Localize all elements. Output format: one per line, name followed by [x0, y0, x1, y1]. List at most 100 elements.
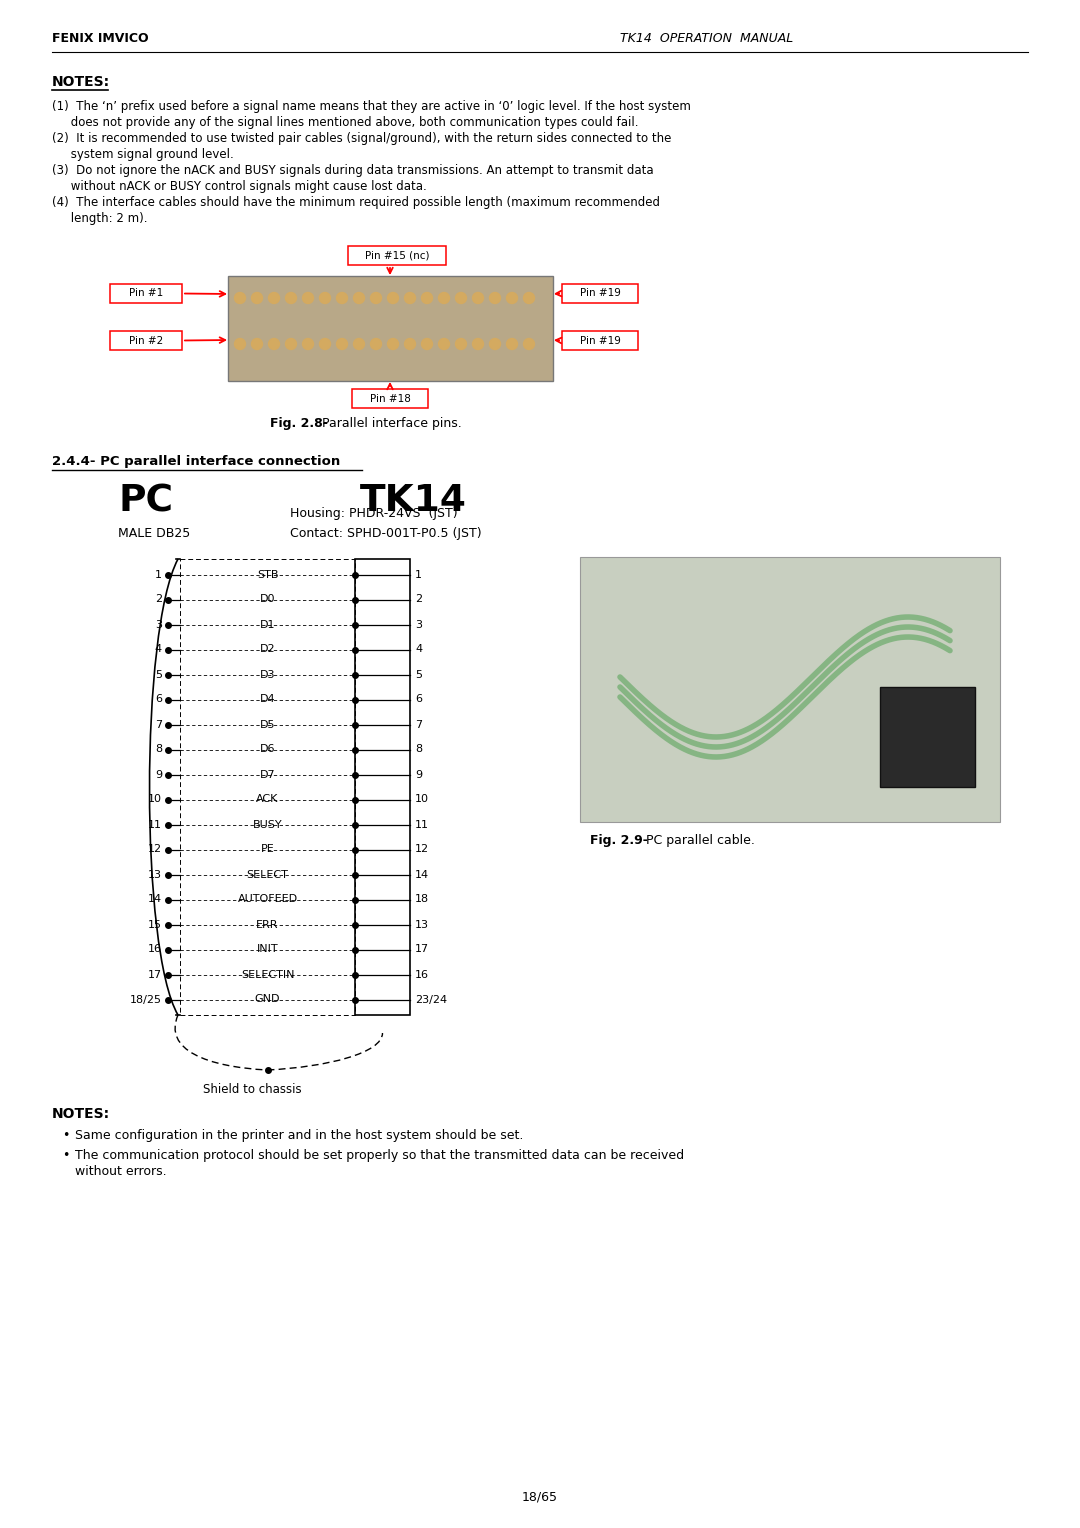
Bar — [562, 332, 638, 350]
Text: (1)  The ‘n’ prefix used before a signal name means that they are active in ‘0’ : (1) The ‘n’ prefix used before a signal … — [52, 99, 691, 113]
Circle shape — [473, 292, 484, 304]
Text: Parallel interface pins.: Parallel interface pins. — [318, 417, 462, 429]
Text: does not provide any of the signal lines mentioned above, both communication typ: does not provide any of the signal lines… — [52, 116, 638, 128]
Circle shape — [320, 292, 330, 304]
Circle shape — [285, 292, 297, 304]
Text: 1: 1 — [415, 570, 422, 579]
Text: D7: D7 — [259, 770, 275, 779]
Circle shape — [370, 292, 381, 304]
Text: D0: D0 — [260, 594, 275, 605]
Text: 18: 18 — [415, 894, 429, 905]
Text: (4)  The interface cables should have the minimum required possible length (maxi: (4) The interface cables should have the… — [52, 196, 660, 209]
Text: Pin #19: Pin #19 — [580, 289, 620, 298]
Text: TK14: TK14 — [360, 483, 467, 520]
Text: 17: 17 — [148, 969, 162, 979]
Text: 15: 15 — [148, 920, 162, 929]
Circle shape — [438, 339, 449, 350]
Circle shape — [337, 292, 348, 304]
Circle shape — [252, 339, 262, 350]
Circle shape — [337, 339, 348, 350]
Text: 3: 3 — [156, 619, 162, 630]
Circle shape — [302, 339, 313, 350]
Bar — [180, 559, 355, 1015]
Text: 2: 2 — [415, 594, 422, 605]
Text: 6: 6 — [156, 695, 162, 704]
Text: D3: D3 — [260, 669, 275, 680]
Text: 14: 14 — [415, 869, 429, 880]
Circle shape — [405, 339, 416, 350]
Text: 2.4.4- PC parallel interface connection: 2.4.4- PC parallel interface connection — [52, 455, 340, 468]
Text: 18/25: 18/25 — [130, 995, 162, 1004]
Text: 4: 4 — [415, 645, 422, 654]
Text: 8: 8 — [415, 744, 422, 755]
Text: without errors.: without errors. — [75, 1164, 166, 1178]
Text: (3)  Do not ignore the nACK and BUSY signals during data transmissions. An attem: (3) Do not ignore the nACK and BUSY sign… — [52, 163, 653, 177]
Text: SELECT: SELECT — [246, 869, 288, 880]
Text: 7: 7 — [154, 720, 162, 729]
Text: GND: GND — [255, 995, 280, 1004]
Text: 5: 5 — [156, 669, 162, 680]
Circle shape — [405, 292, 416, 304]
Text: NOTES:: NOTES: — [52, 1106, 110, 1122]
Text: 8: 8 — [154, 744, 162, 755]
Text: 9: 9 — [154, 770, 162, 779]
Text: FENIX IMVICO: FENIX IMVICO — [52, 32, 149, 44]
Text: 1: 1 — [156, 570, 162, 579]
Text: Pin #18: Pin #18 — [369, 394, 410, 403]
Circle shape — [269, 292, 280, 304]
Text: D6: D6 — [260, 744, 275, 755]
Circle shape — [370, 339, 381, 350]
Text: 10: 10 — [148, 795, 162, 805]
Text: 23/24: 23/24 — [415, 995, 447, 1004]
Text: Pin #19: Pin #19 — [580, 336, 620, 345]
Text: PE: PE — [260, 845, 274, 854]
Text: (2)  It is recommended to use twisted pair cables (signal/ground), with the retu: (2) It is recommended to use twisted pai… — [52, 131, 672, 145]
Circle shape — [353, 292, 365, 304]
Text: 6: 6 — [415, 695, 422, 704]
Text: SELECTIN: SELECTIN — [241, 969, 294, 979]
Text: Fig. 2.9-: Fig. 2.9- — [590, 834, 648, 847]
Text: INIT: INIT — [257, 944, 279, 955]
Circle shape — [421, 292, 432, 304]
Text: STB: STB — [257, 570, 279, 579]
Text: 13: 13 — [415, 920, 429, 929]
Circle shape — [524, 292, 535, 304]
Text: 10: 10 — [415, 795, 429, 805]
Bar — [880, 688, 975, 787]
Bar — [228, 277, 553, 380]
Text: 2: 2 — [154, 594, 162, 605]
Text: D5: D5 — [260, 720, 275, 729]
Bar — [110, 332, 183, 350]
Bar — [110, 284, 183, 303]
Text: 17: 17 — [415, 944, 429, 955]
Circle shape — [285, 339, 297, 350]
Text: 16: 16 — [148, 944, 162, 955]
Circle shape — [489, 339, 500, 350]
Circle shape — [456, 339, 467, 350]
Text: TK14  OPERATION  MANUAL: TK14 OPERATION MANUAL — [620, 32, 793, 44]
Text: without nACK or BUSY control signals might cause lost data.: without nACK or BUSY control signals mig… — [52, 180, 427, 193]
Text: 18/65: 18/65 — [522, 1490, 558, 1504]
Bar — [562, 284, 638, 303]
Bar — [352, 390, 428, 408]
Circle shape — [524, 339, 535, 350]
Text: Shield to chassis: Shield to chassis — [203, 1083, 301, 1096]
Text: Same configuration in the printer and in the host system should be set.: Same configuration in the printer and in… — [75, 1129, 524, 1141]
Text: Pin #15 (nc): Pin #15 (nc) — [365, 251, 429, 260]
Circle shape — [438, 292, 449, 304]
Text: Fig. 2.8-: Fig. 2.8- — [270, 417, 328, 429]
Circle shape — [269, 339, 280, 350]
Text: •: • — [62, 1149, 69, 1161]
Text: Contact: SPHD-001T-P0.5 (JST): Contact: SPHD-001T-P0.5 (JST) — [291, 527, 482, 539]
Bar — [348, 246, 446, 264]
Text: D4: D4 — [259, 695, 275, 704]
Text: 16: 16 — [415, 969, 429, 979]
Text: MALE DB25: MALE DB25 — [118, 527, 190, 539]
Text: 5: 5 — [415, 669, 422, 680]
Text: 14: 14 — [148, 894, 162, 905]
Circle shape — [473, 339, 484, 350]
Circle shape — [489, 292, 500, 304]
Text: AUTOFEED: AUTOFEED — [238, 894, 298, 905]
Circle shape — [353, 339, 365, 350]
Text: 3: 3 — [415, 619, 422, 630]
